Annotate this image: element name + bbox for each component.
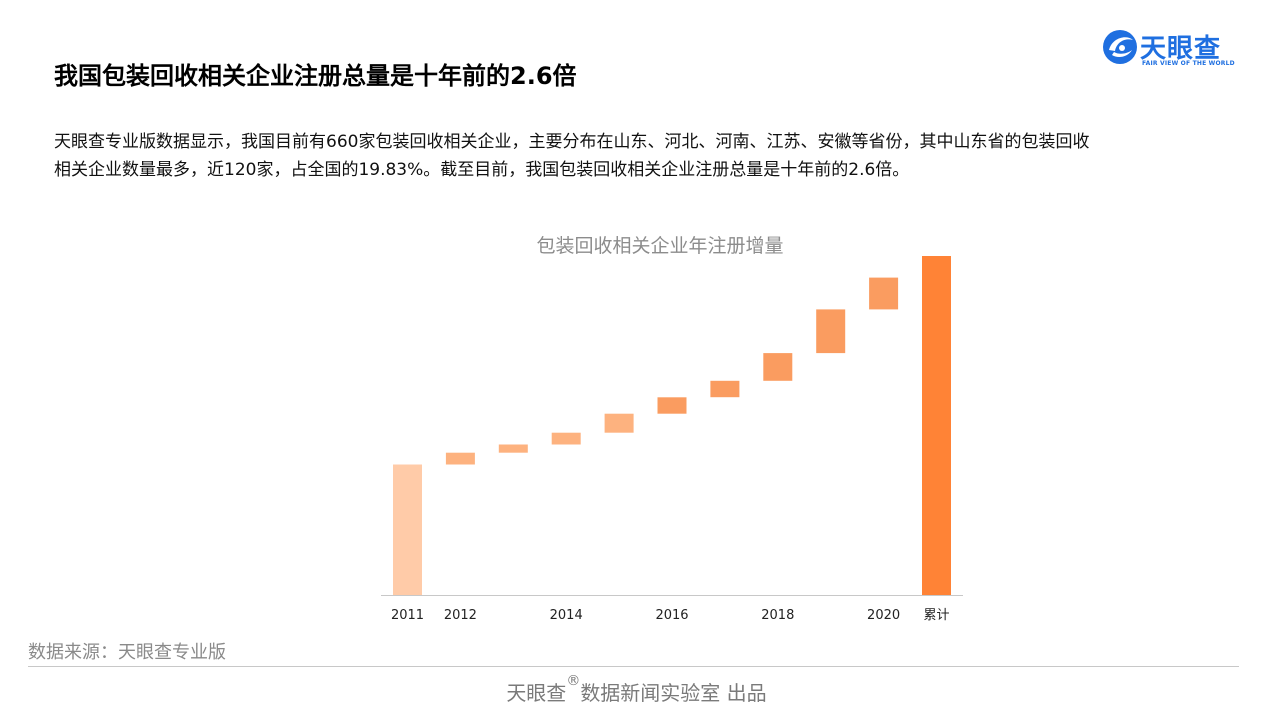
- x-tick-label-2011: 2011: [391, 608, 424, 623]
- intro-line-1: 天眼查专业版数据显示，我国目前有660家包装回收相关企业，主要分布在山东、河北、…: [54, 132, 1090, 152]
- bar-2020: [869, 277, 899, 310]
- footer-divider: [28, 666, 1239, 667]
- registered-mark: ®: [566, 673, 581, 689]
- x-tick-label-2014: 2014: [550, 608, 583, 623]
- page-title: 我国包装回收相关企业注册总量是十年前的2.6倍: [54, 62, 577, 90]
- bar-2016: [657, 397, 687, 414]
- bar-2018: [763, 353, 793, 381]
- footer-rest: 数据新闻实验室 出品: [580, 681, 767, 705]
- bar-2019: [816, 309, 846, 354]
- chart-title: 包装回收相关企业年注册增量: [536, 235, 784, 257]
- bar-2014: [551, 432, 581, 445]
- data-source: 数据来源：天眼查专业版: [28, 642, 226, 663]
- tianyancha-logo-icon: [1103, 30, 1137, 64]
- intro-paragraph: 天眼查专业版数据显示，我国目前有660家包装回收相关企业，主要分布在山东、河北、…: [54, 128, 1214, 184]
- logo-name: 天眼查: [1140, 34, 1222, 64]
- bar-2017: [710, 380, 740, 398]
- intro-line-2: 相关企业数量最多，近120家，占全国的19.83%。截至目前，我国包装回收相关企…: [54, 160, 910, 180]
- x-tick-label-2016: 2016: [655, 608, 688, 623]
- x-tick-label-2018: 2018: [761, 608, 794, 623]
- bar-2013: [498, 444, 528, 453]
- bar-2015: [604, 413, 634, 433]
- bar-2011: [393, 464, 422, 595]
- x-tick-label-2020: 2020: [867, 608, 900, 623]
- logo-tagline: FAIR VIEW OF THE WORLD: [1142, 60, 1235, 67]
- footer-brand: 天眼查: [506, 681, 567, 705]
- bar-累计: [922, 256, 951, 595]
- x-tick-label-2012: 2012: [444, 608, 477, 623]
- footer-credit: 天眼查®数据新闻实验室 出品: [0, 673, 1273, 706]
- brand-logo[interactable]: 天眼查 FAIR VIEW OF THE WORLD: [1102, 28, 1242, 70]
- x-tick-label-累计: 累计: [923, 608, 949, 623]
- bar-2012: [445, 452, 475, 465]
